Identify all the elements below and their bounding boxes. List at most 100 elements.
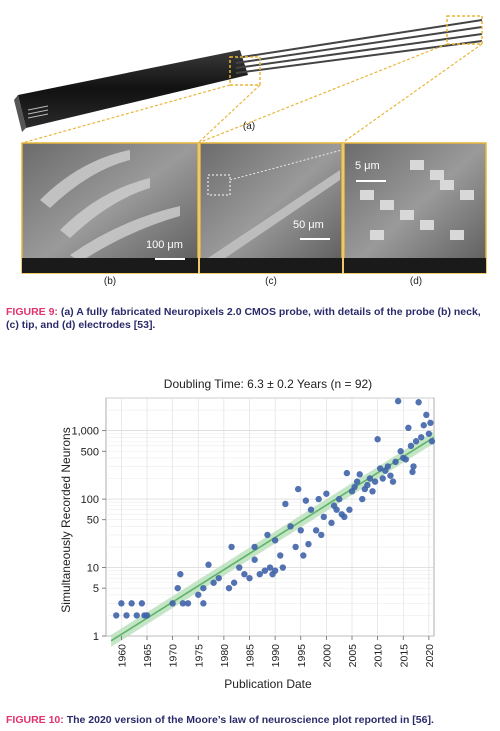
data-point [138, 600, 146, 607]
y-axis-ticks: 1 5 10 50 100 500 1,000 [71, 426, 106, 643]
data-point [312, 527, 320, 534]
data-point [315, 495, 322, 503]
sem-panel-tip [199, 142, 343, 274]
data-point [251, 556, 258, 563]
x-tick-label: 2000 [321, 644, 333, 668]
data-point [379, 475, 386, 482]
data-point [415, 399, 422, 406]
data-point [323, 490, 330, 497]
data-point [364, 481, 371, 489]
data-point [428, 438, 436, 445]
data-point [405, 424, 412, 432]
data-point [184, 600, 192, 607]
data-point [236, 564, 243, 571]
data-point [389, 478, 397, 485]
data-point [200, 600, 207, 607]
sem-panel-electrodes [343, 142, 487, 274]
data-point [169, 600, 176, 607]
data-point [420, 422, 427, 429]
data-point [195, 591, 202, 598]
data-point [417, 434, 425, 441]
x-tick-label: 1990 [270, 644, 282, 668]
figure-10-caption-text: The 2020 version of the Moore’s law of n… [66, 714, 434, 726]
data-point [351, 483, 358, 491]
x-tick-label: 2020 [424, 644, 436, 668]
x-tick-label: 2010 [373, 644, 385, 668]
data-point [346, 506, 353, 513]
panel-label-b: (b) [103, 276, 117, 287]
scalebar-label-c: 50 μm [293, 219, 324, 231]
data-point [261, 567, 269, 574]
probe-photo [14, 15, 483, 144]
data-point [282, 500, 289, 508]
data-point [374, 436, 381, 443]
chart-title: Doubling Time: 6.3 ± 0.2 Years (n = 92) [164, 377, 372, 391]
scalebar-label-d: 5 μm [355, 160, 380, 172]
data-point [376, 465, 384, 472]
data-point [341, 513, 348, 521]
data-point [302, 497, 310, 504]
figure-9: (a) (b) (c) (d) 100 μm 50 μm 5 μm FIGURE… [0, 0, 500, 331]
x-tick-label: 1975 [193, 644, 205, 668]
data-point [407, 442, 415, 450]
data-point [366, 475, 374, 482]
data-point [402, 456, 410, 463]
data-point [228, 543, 235, 551]
x-tick-label: 1965 [142, 644, 154, 668]
x-axis-ticks: 1960 1965 1970 1975 1980 1985 1990 1995 2000 2005… [116, 636, 436, 667]
data-point [392, 458, 399, 466]
figure-10-number: FIGURE 10: [6, 714, 64, 726]
data-point [359, 495, 366, 503]
data-point [371, 478, 379, 485]
data-point [353, 478, 361, 485]
x-tick-label: 1985 [245, 644, 257, 668]
data-point [266, 564, 274, 571]
figure-9-images [14, 15, 487, 274]
data-point [307, 506, 315, 513]
y-tick-label: 5 [93, 583, 99, 595]
chart-grid [105, 397, 435, 637]
y-tick-label: 500 [81, 446, 99, 458]
data-point [179, 600, 187, 607]
data-point [343, 469, 351, 477]
data-point [292, 543, 299, 551]
data-point [423, 411, 430, 419]
data-point [246, 574, 253, 582]
data-point [409, 468, 416, 476]
data-point [333, 506, 340, 513]
data-point [384, 463, 392, 470]
data-point [215, 574, 222, 582]
x-axis-label: Publication Date [224, 677, 312, 691]
data-point [271, 537, 279, 544]
data-point [230, 579, 238, 586]
data-point [279, 564, 287, 571]
data-point [210, 579, 217, 586]
panel-label-d: (d) [409, 276, 423, 287]
panel-label-c: (c) [265, 276, 277, 287]
data-point [277, 552, 284, 559]
data-point [123, 612, 130, 619]
data-point [328, 519, 335, 527]
data-point [394, 397, 402, 405]
data-point [256, 570, 263, 578]
data-point [335, 495, 343, 503]
y-tick-label: 100 [81, 494, 99, 506]
data-point [174, 584, 181, 592]
scalebar-label-b: 100 μm [146, 239, 183, 251]
data-point [264, 531, 271, 539]
data-point [318, 531, 325, 539]
figure-9-caption: FIGURE 9: (a) A fully fabricated Neuropi… [6, 306, 486, 332]
figure-9-number: FIGURE 9: [6, 306, 58, 318]
data-point [118, 600, 125, 607]
figure-9-caption-text: (a) A fully fabricated Neuropixels 2.0 C… [6, 306, 481, 331]
x-tick-label: 2005 [347, 644, 359, 668]
y-tick-label: 1 [93, 631, 99, 643]
data-point [387, 472, 394, 479]
data-point [205, 561, 212, 568]
data-point [177, 570, 184, 578]
data-point [300, 552, 307, 559]
y-tick-label: 50 [87, 515, 99, 527]
y-tick-label: 10 [87, 563, 99, 575]
